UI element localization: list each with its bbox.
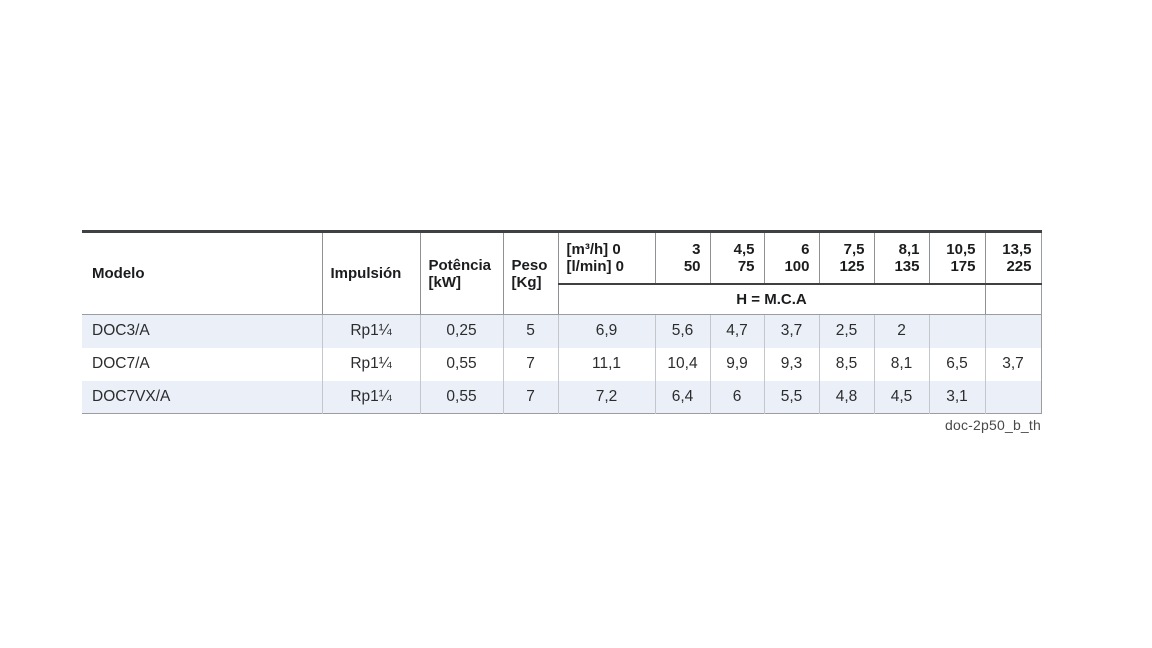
value-cell: 2: [873, 314, 929, 348]
flow-header-zero: [m³/h] 0 [l/min] 0: [557, 231, 655, 285]
table-row-doc7a: DOC7/A Rp1¼ 0,55 7 11,1 10,4 9,9 9,3 8,5…: [82, 347, 1041, 381]
value-cell: 3,1: [928, 380, 985, 414]
peso-cell: 5: [502, 314, 558, 348]
value-cell: [928, 314, 985, 348]
impulsion-cell: Rp1¼: [321, 314, 420, 348]
col-header-potencia-line1: Potência: [428, 256, 492, 274]
flow-lmin: 125: [839, 257, 865, 275]
impulsion-cell: Rp1¼: [321, 380, 420, 414]
col-header-impulsion: Impulsión: [321, 231, 420, 315]
potencia-cell: 0,55: [419, 380, 503, 414]
value-cell: 6,4: [654, 380, 710, 414]
value-cell: [984, 314, 1041, 348]
col-header-modelo: Modelo: [82, 231, 322, 315]
value-cell: 4,5: [873, 380, 929, 414]
value-cell: 2,5: [818, 314, 874, 348]
flow-lmin: 100: [784, 257, 810, 275]
flow-lmin: 175: [950, 257, 976, 275]
flow-header-zero-lmin: [l/min] 0: [566, 257, 625, 275]
flow-header-col-5: 8,1 135: [873, 231, 929, 285]
value-cell: [984, 380, 1041, 414]
flow-m3h: 8,1: [898, 240, 920, 258]
value-cell: 3,7: [984, 347, 1041, 381]
value-cell: 8,1: [873, 347, 929, 381]
flow-m3h: 7,5: [843, 240, 865, 258]
flow-header-col-2: 4,5 75: [709, 231, 764, 285]
value-cell: 10,4: [654, 347, 710, 381]
peso-cell: 7: [502, 347, 558, 381]
impulsion-cell: Rp1¼: [321, 347, 420, 381]
col-header-potencia: Potência [kW]: [419, 231, 503, 315]
flow-header-zero-m3h: [m³/h] 0: [566, 240, 621, 258]
flow-m3h: 13,5: [1002, 240, 1032, 258]
pump-spec-table-container: Modelo Impulsión Potência [kW] Peso [Kg]…: [82, 230, 1042, 433]
peso-cell: 7: [502, 380, 558, 414]
flow-m3h: 3: [692, 240, 701, 258]
model-cell: DOC7VX/A: [92, 387, 171, 405]
potencia-cell: 0,25: [419, 314, 503, 348]
flow-header-col-3: 6 100: [763, 231, 819, 285]
flow-m3h: 4,5: [733, 240, 755, 258]
value-cell: 5,6: [654, 314, 710, 348]
flow-header-col-7: 13,5 225: [984, 231, 1041, 285]
header-row-hmca: H = M.C.A: [82, 283, 1041, 315]
table-row-doc3a: DOC3/A Rp1¼ 0,25 5 6,9 5,6 4,7 3,7 2,5 2: [82, 314, 1041, 348]
col-header-peso: Peso [Kg]: [502, 231, 558, 315]
model-cell: DOC7/A: [92, 355, 150, 372]
flow-header-col-1: 3 50: [654, 231, 710, 285]
value-cell: 6,5: [928, 347, 985, 381]
flow-header-col-4: 7,5 125: [818, 231, 874, 285]
value-cell: 9,3: [763, 347, 819, 381]
flow-m3h: 10,5: [946, 240, 976, 258]
potencia-cell: 0,55: [419, 347, 503, 381]
h-mca-label: H = M.C.A: [557, 283, 985, 315]
flow-lmin: 225: [1006, 257, 1032, 275]
col-header-potencia-line2: [kW]: [428, 273, 462, 291]
value-cell: 6,9: [557, 314, 655, 348]
value-cell: 4,7: [709, 314, 764, 348]
value-cell: 4,8: [818, 380, 874, 414]
table-row-doc7vxa: DOC7VX/A Rp1¼ 0,55 7 7,2 6,4 6 5,5 4,8 4…: [82, 380, 1041, 414]
flow-m3h: 6: [801, 240, 810, 258]
value-cell: 5,5: [763, 380, 819, 414]
flow-lmin: 135: [894, 257, 920, 275]
col-header-peso-line2: [Kg]: [511, 273, 542, 291]
pump-spec-table: Modelo Impulsión Potência [kW] Peso [Kg]…: [82, 230, 1042, 414]
flow-lmin: 50: [683, 257, 701, 275]
flow-lmin: 75: [737, 257, 755, 275]
col-header-peso-line1: Peso: [511, 256, 548, 274]
model-cell: DOC3/A: [92, 322, 150, 340]
value-cell: 9,9: [709, 347, 764, 381]
value-cell: 3,7: [763, 314, 819, 348]
table-caption: doc-2p50_b_th: [944, 417, 1041, 433]
flow-header-col-6: 10,5 175: [928, 231, 985, 285]
value-cell: 11,1: [557, 347, 655, 381]
h-mca-empty-cell: [984, 283, 1041, 315]
header-row-flow: Modelo Impulsión Potência [kW] Peso [Kg]…: [82, 231, 1041, 315]
value-cell: 6: [709, 380, 764, 414]
value-cell: 8,5: [818, 347, 874, 381]
value-cell: 7,2: [557, 380, 655, 414]
